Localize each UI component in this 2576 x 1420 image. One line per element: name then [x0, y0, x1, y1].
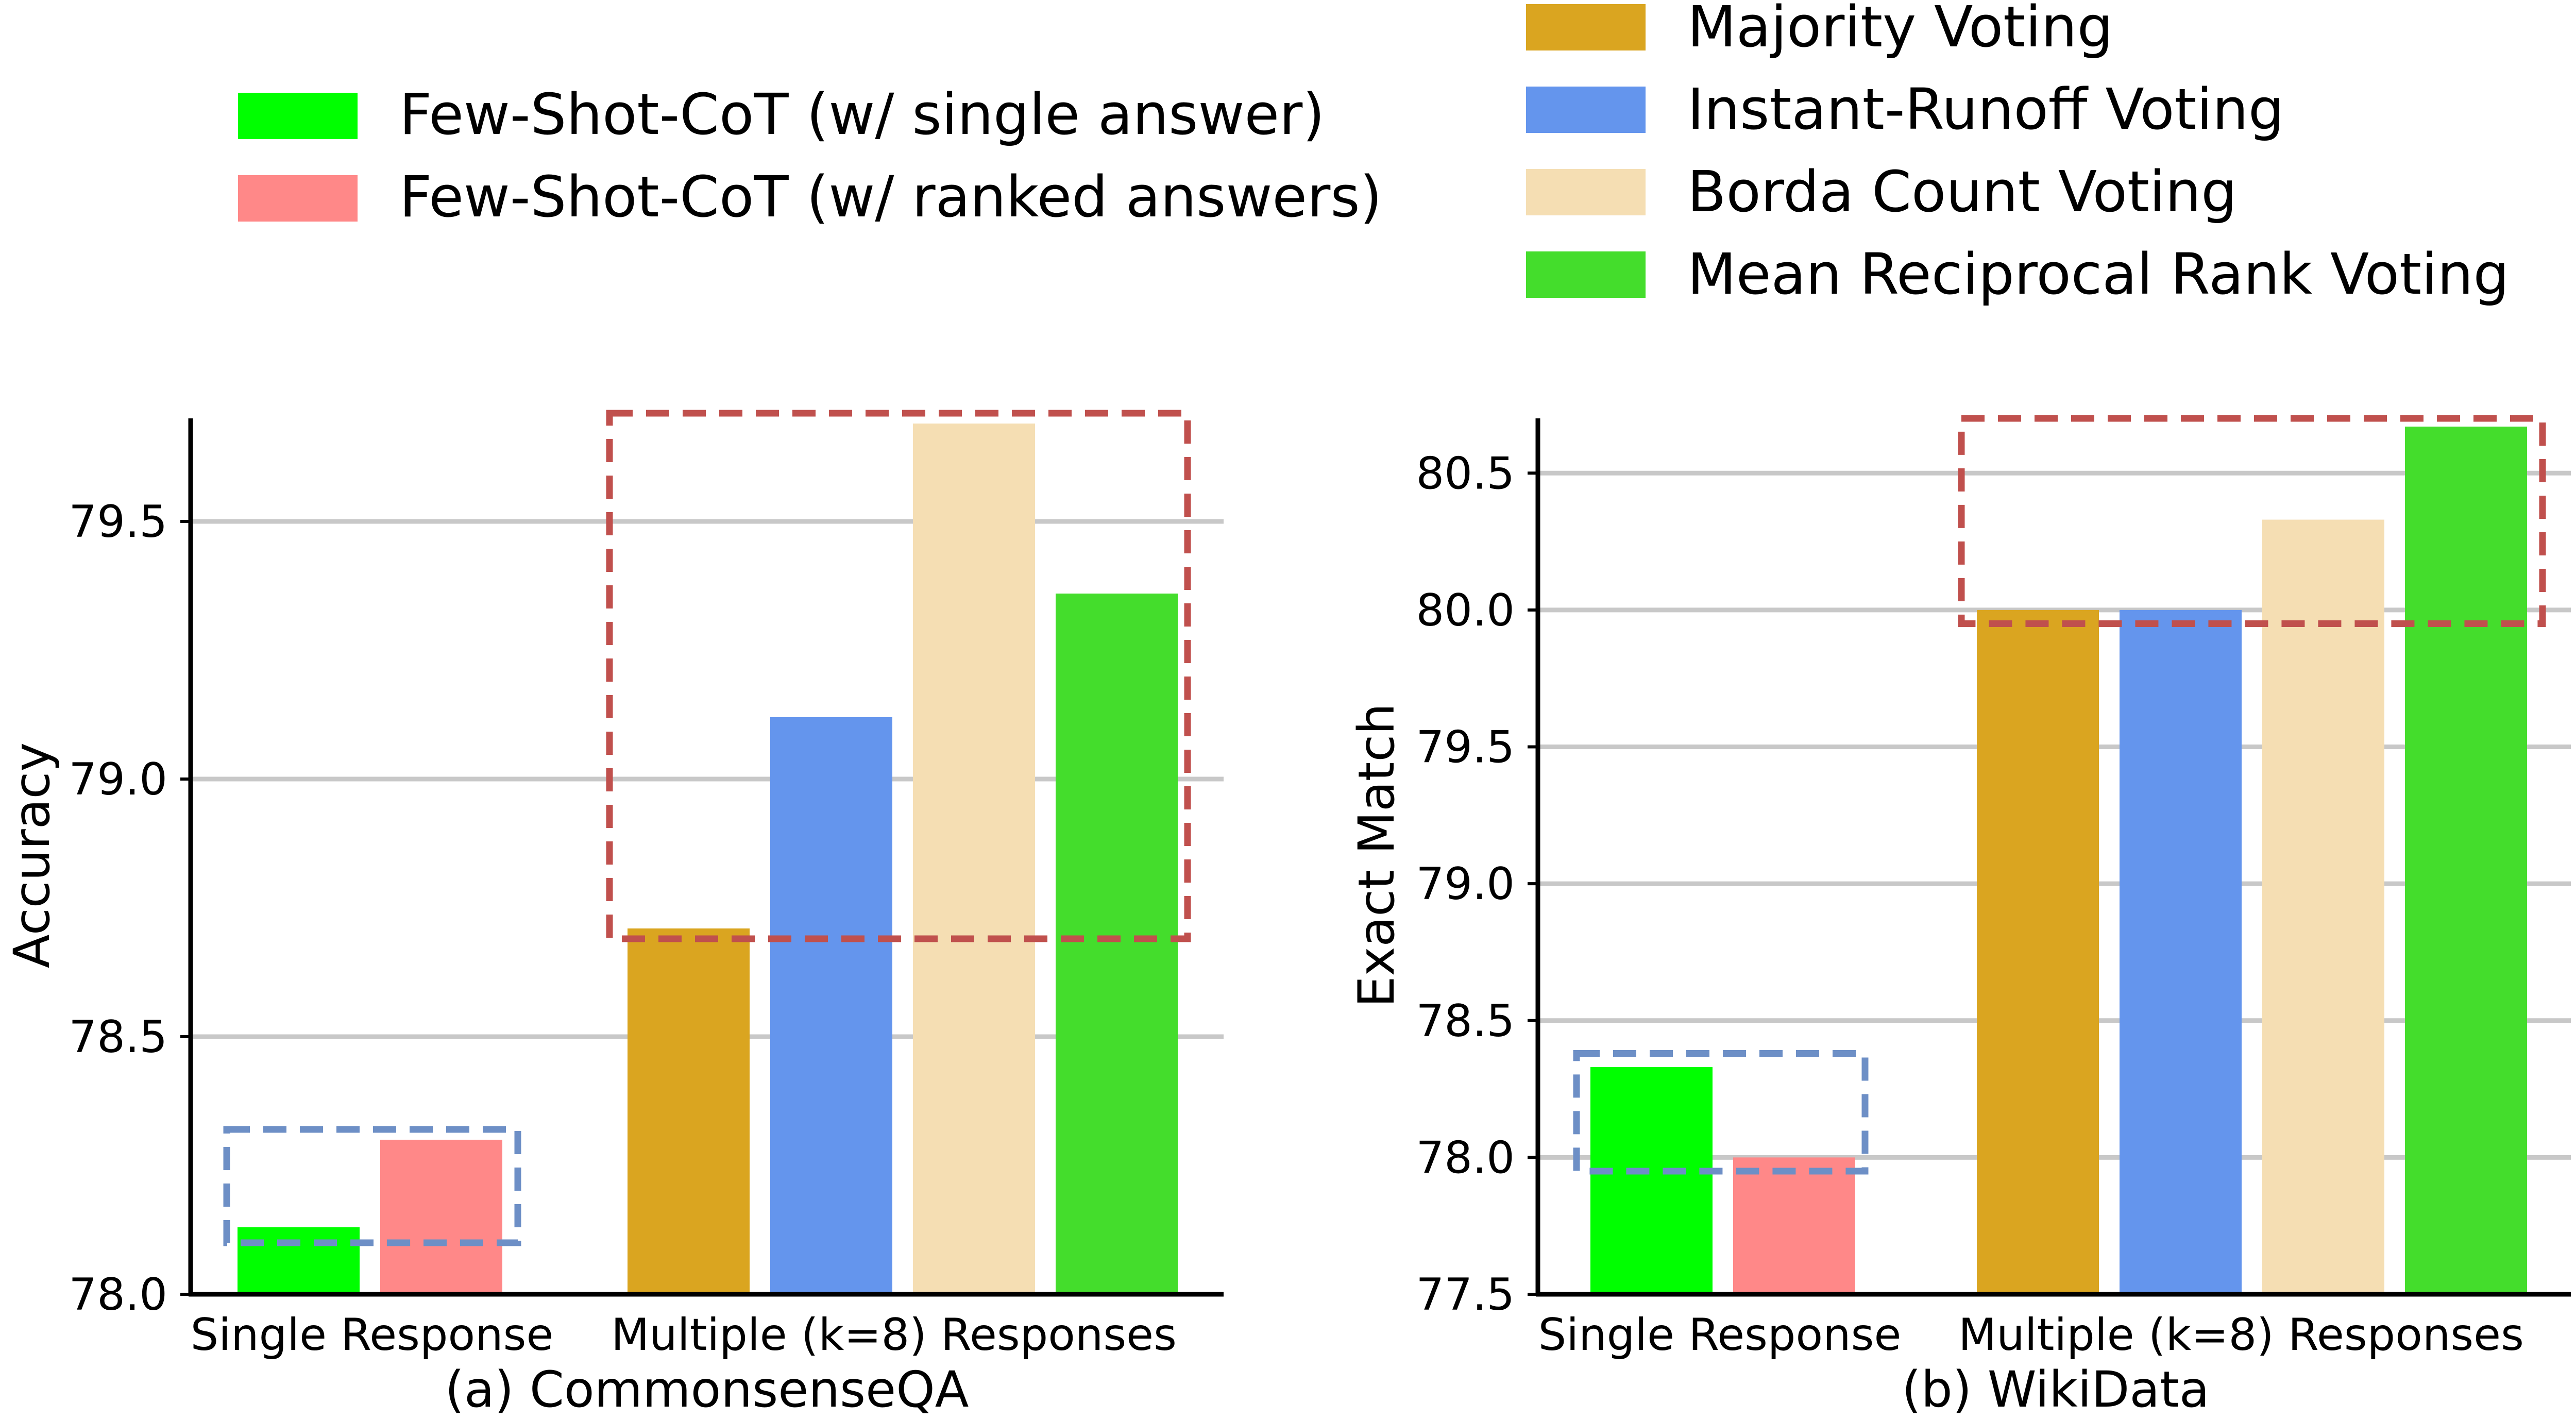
legend-label-instant-runoff: Instant-Runoff Voting: [1687, 76, 2284, 142]
y-axis-title-a: Accuracy: [3, 742, 61, 968]
y-tick-label-b-5: 80.0: [1416, 585, 1515, 636]
legend-label-ranked-answers: Few-Shot-CoT (w/ ranked answers): [399, 164, 1382, 230]
panel-wikidata: 77.5 78.0 78.5 79.0 79.5 80.0 80.5 Single Resp…: [1348, 418, 2571, 1418]
bar-a-few-shot-cot-w-ranked-answers: [380, 1140, 502, 1294]
bar-a-instant-runoff-voting: [770, 717, 892, 1294]
bar-b-mean-reciprocal-rank-voting: [2405, 427, 2527, 1294]
legend-left: Few-Shot-CoT (w/ single answer) Few-Shot…: [238, 81, 1382, 230]
y-tick-label-b-3: 79.0: [1416, 858, 1515, 910]
bar-a-borda-count-voting: [913, 424, 1035, 1294]
bar-a-majority-voting: [628, 928, 750, 1294]
legend-swatch-instant-runoff: [1526, 87, 1646, 133]
y-tick-label-b-0: 77.5: [1416, 1269, 1515, 1321]
legend-label-borda: Borda Count Voting: [1687, 159, 2237, 225]
bar-b-few-shot-cot-w-ranked-answers: [1733, 1157, 1855, 1294]
y-tick-label-a-0: 78.0: [69, 1269, 167, 1321]
y-tick-label-b-4: 79.5: [1416, 722, 1515, 773]
x-tick-multiple-responses-b: Multiple (k=8) Responses: [1958, 1309, 2524, 1361]
x-tick-multiple-responses-a: Multiple (k=8) Responses: [611, 1309, 1177, 1361]
panel-commonsenseqa: 78.0 78.5 79.0 79.5 Single Response Multipl…: [3, 413, 1224, 1418]
y-tick-label-a-2: 79.0: [69, 754, 167, 805]
y-tick-label-b-6: 80.5: [1416, 448, 1515, 499]
y-axis-title-b: Exact Match: [1348, 703, 1405, 1007]
chart-title-b: (b) WikiData: [1902, 1361, 2209, 1418]
y-ticks-a: 78.0 78.5 79.0 79.5: [69, 496, 191, 1321]
legend-swatch-mrr: [1526, 251, 1646, 298]
bar-b-majority-voting: [1977, 610, 2099, 1294]
legend-swatch-borda: [1526, 169, 1646, 215]
y-tick-label-b-1: 78.0: [1416, 1132, 1515, 1184]
bar-b-few-shot-cot-w-single-answer: [1590, 1067, 1713, 1294]
legend-label-majority: Majority Voting: [1687, 0, 2113, 60]
x-tick-single-response-a: Single Response: [191, 1309, 554, 1361]
legend-label-single-answer: Few-Shot-CoT (w/ single answer): [399, 81, 1325, 147]
bar-b-instant-runoff-voting: [2120, 610, 2242, 1294]
bars-b: [1590, 427, 2527, 1294]
chart-title-a: (a) CommonsenseQA: [445, 1361, 969, 1418]
bar-a-few-shot-cot-w-single-answer: [238, 1227, 360, 1294]
y-ticks-b: 77.5 78.0 78.5 79.0 79.5 80.0 80.5: [1416, 448, 1538, 1321]
y-tick-label-a-3: 79.5: [69, 496, 167, 548]
legend-right: Majority Voting Instant-Runoff Voting Bo…: [1526, 0, 2509, 307]
y-tick-label-a-1: 78.5: [69, 1011, 167, 1063]
legend-label-mrr: Mean Reciprocal Rank Voting: [1687, 241, 2509, 307]
bar-a-mean-reciprocal-rank-voting: [1056, 594, 1178, 1294]
legend-swatch-ranked-answers: [238, 175, 358, 222]
legend-swatch-single-answer: [238, 93, 358, 139]
legend-swatch-majority: [1526, 4, 1646, 50]
bars-a: [238, 424, 1178, 1294]
x-tick-single-response-b: Single Response: [1538, 1309, 1902, 1361]
bar-b-borda-count-voting: [2262, 520, 2384, 1294]
y-tick-label-b-2: 78.5: [1416, 995, 1515, 1047]
